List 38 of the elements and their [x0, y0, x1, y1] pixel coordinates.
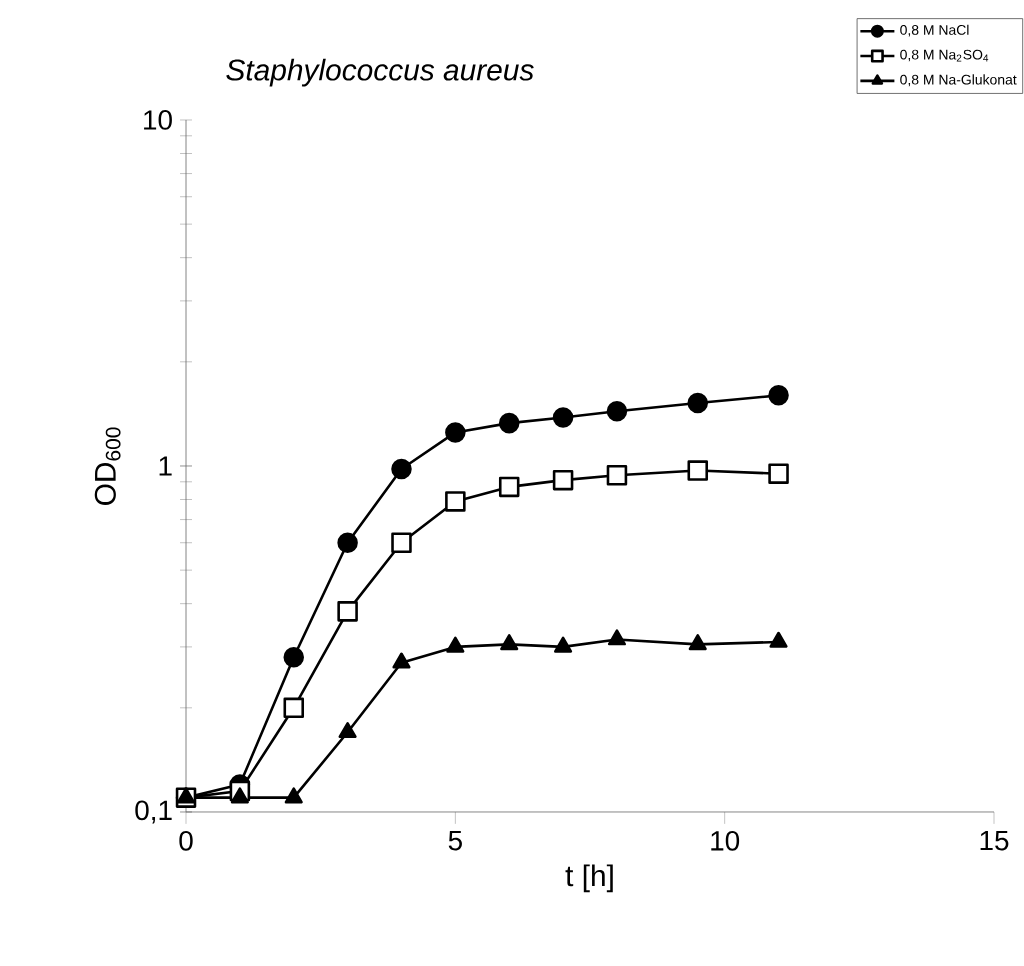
- point: [284, 787, 303, 804]
- chart-title: Staphylococcus aureus: [226, 58, 534, 87]
- point: [554, 636, 573, 653]
- point: [391, 458, 412, 480]
- point: [606, 465, 628, 486]
- point: [687, 392, 709, 414]
- point: [552, 407, 574, 428]
- point: [607, 629, 627, 646]
- point: [768, 463, 789, 484]
- point: [498, 476, 520, 498]
- x-tick-label: 15: [980, 830, 1009, 851]
- point: [769, 631, 788, 648]
- point: [337, 532, 358, 553]
- y-axis-title: OD$_{600}$: [94, 427, 121, 505]
- point: [283, 697, 305, 719]
- point: [498, 412, 520, 434]
- point: [552, 469, 574, 491]
- point: [446, 636, 465, 653]
- y-tick-label: 10: [144, 110, 172, 130]
- y-tick-label: 0,1: [135, 800, 172, 824]
- point: [688, 634, 707, 651]
- x-tick-label: 0: [179, 830, 193, 851]
- point: [338, 721, 357, 739]
- x-tick-label: 10: [711, 830, 740, 851]
- point: [606, 400, 628, 422]
- point: [687, 460, 709, 481]
- point: [392, 652, 411, 669]
- point: [283, 647, 305, 668]
- y-tick-label: 1: [159, 456, 172, 476]
- x-axis-title: t [h]: [565, 864, 613, 893]
- point: [337, 601, 358, 622]
- point: [230, 787, 249, 804]
- x-tick-label: 5: [448, 830, 462, 851]
- point: [391, 532, 412, 553]
- point: [445, 491, 466, 512]
- point: [500, 634, 519, 651]
- point: [445, 422, 466, 443]
- point: [768, 385, 789, 406]
